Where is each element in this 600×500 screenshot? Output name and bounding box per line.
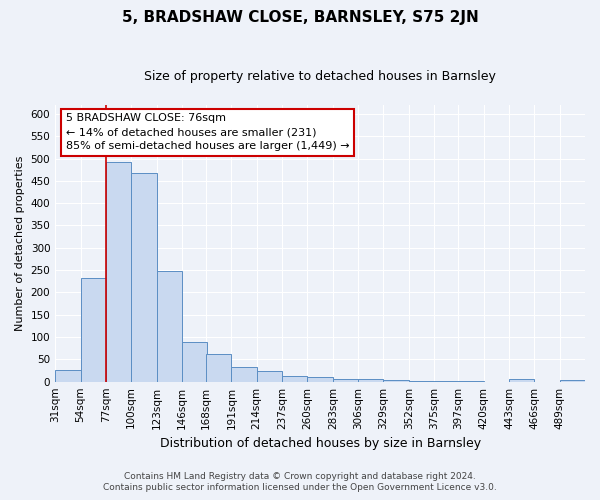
Bar bbox=[257, 371, 282, 382]
Bar bbox=[307, 377, 333, 382]
Bar bbox=[560, 380, 585, 382]
Bar bbox=[106, 162, 131, 382]
Bar bbox=[409, 381, 434, 382]
Text: 5, BRADSHAW CLOSE, BARNSLEY, S75 2JN: 5, BRADSHAW CLOSE, BARNSLEY, S75 2JN bbox=[122, 10, 478, 25]
Bar bbox=[282, 376, 307, 382]
Bar bbox=[358, 380, 383, 382]
Bar bbox=[383, 380, 409, 382]
Text: 5 BRADSHAW CLOSE: 76sqm
← 14% of detached houses are smaller (231)
85% of semi-d: 5 BRADSHAW CLOSE: 76sqm ← 14% of detache… bbox=[66, 114, 349, 152]
X-axis label: Distribution of detached houses by size in Barnsley: Distribution of detached houses by size … bbox=[160, 437, 481, 450]
Bar bbox=[131, 173, 157, 382]
Bar bbox=[80, 278, 106, 382]
Bar bbox=[434, 381, 460, 382]
Bar bbox=[55, 370, 80, 382]
Bar bbox=[206, 354, 232, 382]
Bar bbox=[182, 342, 207, 382]
Bar bbox=[232, 367, 257, 382]
Title: Size of property relative to detached houses in Barnsley: Size of property relative to detached ho… bbox=[144, 70, 496, 83]
Bar bbox=[333, 378, 358, 382]
Text: Contains HM Land Registry data © Crown copyright and database right 2024.
Contai: Contains HM Land Registry data © Crown c… bbox=[103, 472, 497, 492]
Y-axis label: Number of detached properties: Number of detached properties bbox=[15, 156, 25, 331]
Bar bbox=[509, 379, 535, 382]
Bar bbox=[157, 270, 182, 382]
